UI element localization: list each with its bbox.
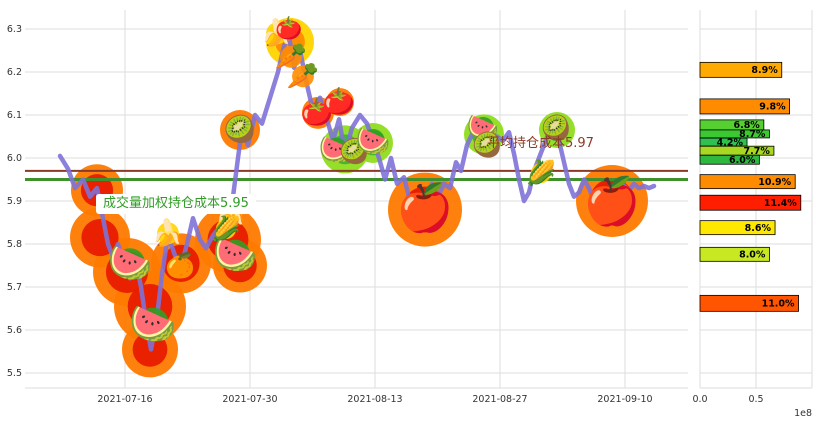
tangerine-marker-bg [169, 255, 191, 276]
distribution-bar [699, 194, 802, 211]
distribution-bar-label: 4.2% [717, 137, 744, 148]
apple-icon: 🍎 [396, 179, 453, 234]
corn-marker-bg [530, 162, 552, 184]
distribution-bar-label: 6.0% [729, 155, 756, 166]
distribution-bar-label: 11.0% [762, 299, 795, 310]
radish-icon: 🍅 [323, 86, 355, 117]
watermelon-icon: 🍉 [356, 124, 391, 157]
x-axis-tick-label: 2021-08-27 [472, 394, 527, 405]
distribution-bar [699, 294, 799, 312]
corn-icon: 🌽 [211, 214, 241, 243]
watermelon-marker-bg [114, 248, 146, 279]
radish-marker-bg [306, 101, 328, 124]
watermelon-marker-bg [137, 307, 169, 340]
carrot-icon: 🥕 [287, 61, 319, 91]
axis-scale-note: 1e8 [794, 408, 812, 419]
radish-icon: 🍅 [275, 16, 302, 42]
x-axis-tick-label: 0.0 [692, 394, 707, 405]
apple-marker-bg [592, 181, 632, 221]
corn-marker-bg [215, 218, 237, 240]
tangerine-icon: 🍊 [165, 252, 196, 280]
radish-marker-bg [328, 91, 350, 114]
x-axis-tick-label: 2021-09-10 [597, 394, 652, 405]
watermelon-icon: 🍉 [108, 243, 153, 284]
kiwi-icon: 🥝 [472, 129, 502, 159]
distribution-bar [699, 98, 790, 115]
distribution-bar [699, 246, 770, 262]
watermelon-icon: 🍉 [129, 302, 176, 346]
x-axis-tick-label: 2021-07-16 [97, 394, 152, 405]
distribution-bar-label: 10.9% [758, 177, 791, 188]
distribution-bar [699, 61, 783, 78]
y-axis-tick-label: 6.3 [7, 24, 22, 35]
apple-marker-bg [405, 188, 445, 227]
distribution-bar-label: 9.8% [759, 102, 786, 113]
fruit-markers: 🍉🍉🍉🍌🍌🍊🌽🥝🍌🍅🥕🥕🍅🍅🍉🥝🍉🍎🍉🥝🌽🥝🍎 [108, 16, 641, 346]
y-axis-tick-label: 5.5 [7, 368, 22, 379]
x-axis-tick-label: 2021-07-30 [222, 394, 277, 405]
distribution-bar-label: 8.0% [739, 250, 766, 261]
vwap-cost-label: 成交量加权持仓成本5.95 [96, 194, 256, 214]
apple-icon: 🍎 [583, 173, 640, 228]
distribution-bar-label: 8.9% [751, 65, 778, 76]
left-panel: 🍉🍉🍉🍌🍌🍊🌽🥝🍌🍅🥕🥕🍅🍅🍉🥝🍉🍎🍉🥝🌽🥝🍎5.55.65.75.85.96.… [7, 10, 688, 405]
watermelon-marker-bg [324, 137, 348, 162]
y-axis-tick-label: 6.2 [7, 67, 22, 78]
banana-icon: 🍌 [152, 217, 184, 248]
distribution-bar-label: 6.8% [733, 120, 760, 131]
y-axis-tick-label: 6.0 [7, 153, 22, 164]
distribution-bar-label: 8.7% [739, 129, 766, 140]
radish-marker-bg [279, 19, 299, 39]
banana-marker-bg [157, 222, 179, 245]
kiwi-icon: 🥝 [541, 112, 571, 142]
carrot-marker-bg [280, 46, 302, 68]
y-axis-tick-label: 5.7 [7, 282, 22, 293]
right-panel: 8.9% 9.8% 6.8%8.7%4.2%7.7%6.0%10.9% 11.4% 8.… [692, 10, 813, 419]
kiwi-icon: 🥝 [224, 112, 256, 145]
watermelon-marker-bg [219, 239, 251, 270]
distribution-bar [699, 174, 796, 190]
carrot-marker-bg [292, 65, 314, 88]
y-axis-tick-label: 5.9 [7, 196, 22, 207]
distribution-bar [699, 154, 760, 165]
watermelon-icon: 🍉 [213, 234, 258, 275]
distribution-bar [699, 220, 776, 236]
kiwi-marker-bg [476, 135, 498, 156]
x-axis-tick-label: 2021-08-13 [347, 394, 402, 405]
kiwi-marker-bg [545, 117, 567, 138]
distribution-bar-label: 7.7% [744, 146, 771, 157]
distribution-bar-label: 11.4% [764, 198, 797, 209]
distribution-bar-label: 8.6% [745, 223, 772, 234]
kiwi-marker-bg [229, 119, 251, 141]
y-axis-tick-label: 5.6 [7, 325, 22, 336]
watermelon-marker-bg [472, 116, 494, 139]
y-axis-tick-label: 6.1 [7, 110, 22, 121]
radish-icon: 🍅 [301, 97, 333, 128]
avg-cost-label: 平均持仓成本5.97 [487, 136, 594, 151]
kiwi-marker-bg [343, 141, 365, 162]
watermelon-marker-bg [361, 129, 385, 153]
x-axis-tick-label: 0.5 [748, 394, 763, 405]
price-line [57, 33, 657, 352]
corn-icon: 🌽 [526, 158, 556, 187]
y-axis-tick-label: 5.8 [7, 239, 22, 250]
